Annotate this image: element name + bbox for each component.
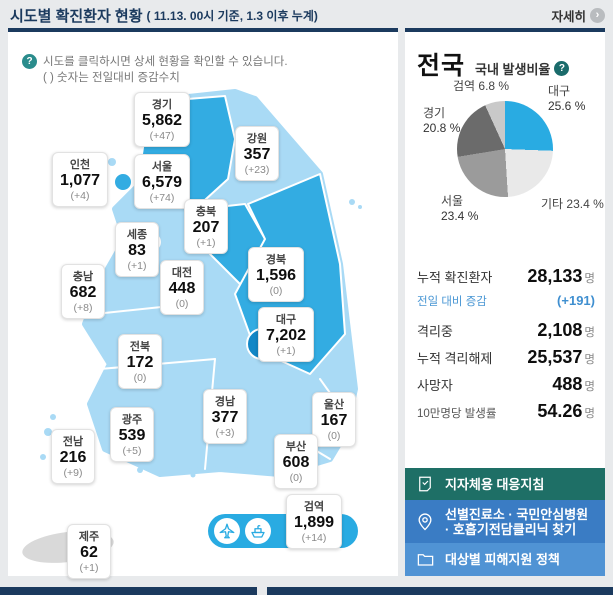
national-stats: 누적 확진환자 28,133 명 전일 대비 증감 (+191) 격리중 2,10… bbox=[417, 266, 595, 428]
region-card-jeonbuk[interactable]: 전북 172 (0) bbox=[118, 334, 162, 389]
support-policy-button[interactable]: 대상별 피해지원 정책 bbox=[405, 543, 605, 576]
more-link[interactable]: 자세히 › bbox=[551, 6, 605, 25]
region-card-gwangju[interactable]: 광주 539 (+5) bbox=[110, 407, 154, 462]
region-card-jeju[interactable]: 제주 62 (+1) bbox=[67, 524, 111, 579]
pie-label-daegu: 대구 25.6 % bbox=[548, 84, 586, 113]
pie-label-quarantine: 검역 6.8 % bbox=[453, 79, 510, 93]
question-icon: ? bbox=[22, 54, 37, 69]
pie-title: 국내 발생비율 bbox=[475, 62, 551, 77]
question-icon[interactable]: ? bbox=[554, 61, 570, 76]
folder-icon bbox=[413, 550, 437, 569]
pie-label-gyeonggi: 경기 20.8 % bbox=[423, 106, 461, 135]
footer-strip-left bbox=[0, 587, 257, 595]
location-pin-icon bbox=[413, 512, 437, 532]
region-card-ulsan[interactable]: 울산 167 (0) bbox=[312, 392, 356, 447]
region-card-gyeonggi[interactable]: 경기 5,862 (+47) bbox=[133, 92, 191, 147]
region-card-chungnam[interactable]: 충남 682 (+8) bbox=[61, 264, 105, 319]
stat-row-incidence: 10만명당 발생률 54.26 명 bbox=[417, 401, 595, 421]
ship-icon bbox=[245, 518, 271, 544]
airplane-icon bbox=[214, 518, 240, 544]
national-title: 전국 bbox=[417, 52, 466, 80]
clinic-finder-button[interactable]: 선별진료소 · 국민안심병원 · 호흡기전담클리닉 찾기 bbox=[405, 500, 605, 543]
region-card-daegu[interactable]: 대구 7,202 (+1) bbox=[257, 307, 315, 362]
pie-chart bbox=[457, 101, 553, 197]
stat-row-isolated: 격리중 2,108 명 bbox=[417, 320, 595, 340]
quick-links: 지자체용 대응지침 선별진료소 · 국민안심병원 · 호흡기전담클리닉 찾기 bbox=[405, 468, 605, 576]
stat-row-confirmed: 누적 확진환자 28,133 명 bbox=[417, 266, 595, 286]
header: 시도별 확진환자 현황 ( 11.13. 00시 기준, 1.3 이후 누계) … bbox=[10, 4, 605, 26]
region-card-sejong[interactable]: 세종 83 (+1) bbox=[115, 222, 159, 277]
page-subtitle: ( 11.13. 00시 기준, 1.3 이후 누계) bbox=[146, 8, 318, 23]
region-card-gyeongnam[interactable]: 경남 377 (+3) bbox=[203, 389, 247, 444]
region-card-gangwon[interactable]: 강원 357 (+23) bbox=[235, 126, 279, 181]
chevron-right-icon: › bbox=[590, 7, 605, 23]
page-title: 시도별 확진환자 현황 bbox=[10, 7, 143, 25]
guideline-button[interactable]: 지자체용 대응지침 bbox=[405, 468, 605, 500]
stat-row-released: 누적 격리해제 25,537 명 bbox=[417, 347, 595, 367]
region-card-jeonnam[interactable]: 전남 216 (+9) bbox=[51, 429, 95, 484]
stat-row-deaths: 사망자 488 명 bbox=[417, 374, 595, 394]
map-panel: ? 시도를 클릭하시면 상세 현황을 확인할 수 있습니다. ( ) 숫자는 전… bbox=[8, 28, 398, 579]
region-card-quarantine[interactable]: 검역 1,899 (+14) bbox=[285, 494, 343, 549]
region-card-incheon[interactable]: 인천 1,077 (+4) bbox=[51, 152, 109, 207]
help-line-2: ( ) 숫자는 전일대비 증감수치 bbox=[43, 72, 180, 84]
help-note: ? 시도를 클릭하시면 상세 현황을 확인할 수 있습니다. ( ) 숫자는 전… bbox=[22, 54, 288, 86]
region-card-seoul[interactable]: 서울 6,579 (+74) bbox=[133, 154, 191, 209]
region-card-busan[interactable]: 부산 608 (0) bbox=[274, 434, 318, 489]
stat-row-daily-change: 전일 대비 증감 (+191) bbox=[417, 293, 595, 308]
help-line-1: 시도를 클릭하시면 상세 현황을 확인할 수 있습니다. bbox=[43, 56, 288, 68]
region-card-daejeon[interactable]: 대전 448 (0) bbox=[160, 260, 204, 315]
region-card-chungbuk[interactable]: 충북 207 (+1) bbox=[184, 199, 228, 254]
map-region-incheon[interactable] bbox=[113, 172, 133, 192]
footer-strip-right bbox=[267, 587, 613, 595]
checklist-icon bbox=[413, 475, 437, 493]
more-label: 자세히 bbox=[551, 9, 586, 24]
national-panel: 전국 국내 발생비율 ? 검역 6.8 % 대구 25.6 % 경기 20.8 % … bbox=[405, 28, 605, 576]
pie-label-seoul: 서울 23.4 % bbox=[441, 194, 479, 223]
region-card-gyeongbuk[interactable]: 경북 1,596 (0) bbox=[247, 247, 305, 302]
pie-label-etc: 기타 23.4 % bbox=[541, 197, 604, 211]
